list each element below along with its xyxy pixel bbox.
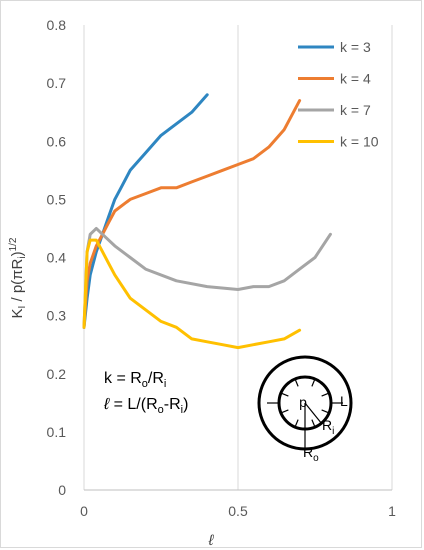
y-tick-label: 0.6 xyxy=(47,133,67,149)
x-tick-label: 1 xyxy=(388,503,396,519)
pressure-arrow-mark xyxy=(294,419,299,427)
legend-label: k = 3 xyxy=(340,39,371,55)
y-tick-label: 0.7 xyxy=(47,75,67,91)
legend-label: k = 7 xyxy=(340,102,371,118)
x-axis-title: ℓ xyxy=(208,532,215,549)
pressure-arrow-mark xyxy=(311,419,316,427)
pressure-arrow-mark xyxy=(281,409,289,414)
pressure-arrow-mark xyxy=(281,392,289,397)
crack-length-label: L xyxy=(340,393,348,409)
inner-radius-label: Ri xyxy=(322,417,334,437)
series-line-k3 xyxy=(82,93,209,329)
y-tick-label: 0.8 xyxy=(47,17,67,33)
y-tick-label: 0.5 xyxy=(47,191,67,207)
axes: 0 0.5 1 0 0.1 0.2 0.3 0.4 0.5 0.6 0.7 0.8 xyxy=(47,17,397,519)
series-line-k10 xyxy=(82,238,302,350)
k-definition-annotation: k = Ro/Ri xyxy=(104,370,166,390)
grid xyxy=(83,25,393,490)
l-definition-annotation: ℓ = L/(Ro-Ri) xyxy=(103,396,188,416)
x-tick-label: 0.5 xyxy=(228,503,248,519)
pressure-arrow-mark xyxy=(311,379,316,387)
legend-label: k = 4 xyxy=(340,71,371,87)
legend-label: k = 10 xyxy=(340,134,379,150)
y-tick-label: 0.4 xyxy=(47,250,67,266)
series-lines xyxy=(82,93,332,350)
legend: k = 3 k = 4 k = 7 k = 10 xyxy=(298,39,379,150)
y-tick-label: 0.2 xyxy=(47,366,67,382)
outer-radius-label: Ro xyxy=(303,444,319,464)
y-tick-label: 0.3 xyxy=(47,308,67,324)
y-tick-label: 0.1 xyxy=(47,424,67,440)
internal-pressure-marks xyxy=(281,379,329,427)
series-line-k7 xyxy=(82,226,332,329)
inner-radius-line xyxy=(304,402,323,425)
pressure-label: p xyxy=(299,394,307,410)
y-tick-label: 0 xyxy=(58,482,66,498)
series-line-k4 xyxy=(82,99,302,329)
pressure-arrow-mark xyxy=(321,392,329,397)
x-tick-label: 0 xyxy=(80,503,88,519)
cylinder-cross-section-diagram: p L Ri Ro xyxy=(257,355,353,464)
pressure-arrow-mark xyxy=(294,379,299,387)
y-axis-title: KI / p(πRi)1/2 xyxy=(8,237,28,318)
pressure-arrow-mark xyxy=(321,409,329,414)
